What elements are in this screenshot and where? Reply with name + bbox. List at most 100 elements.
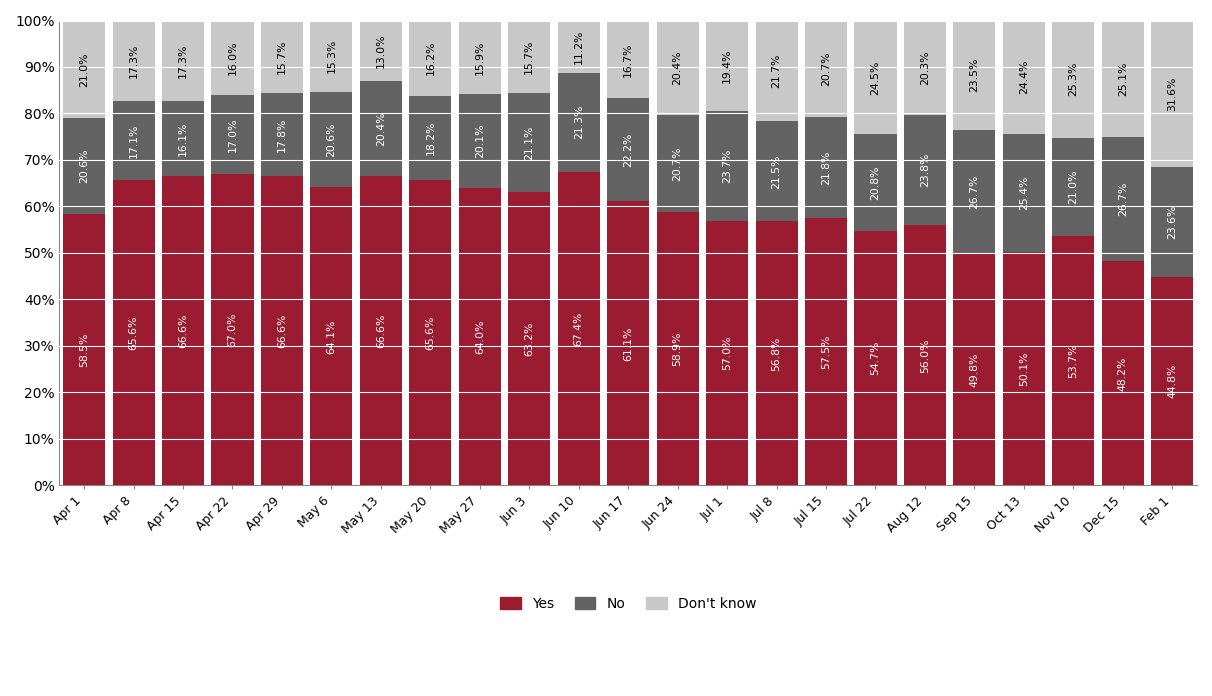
- Text: 20.6%: 20.6%: [326, 122, 337, 157]
- Text: 19.4%: 19.4%: [722, 48, 732, 83]
- Bar: [1151, 277, 1194, 485]
- Text: 53.7%: 53.7%: [1068, 343, 1079, 378]
- Text: 21.7%: 21.7%: [772, 54, 782, 88]
- Bar: [63, 214, 105, 485]
- Bar: [954, 20, 995, 129]
- Text: 31.6%: 31.6%: [1167, 77, 1177, 111]
- Bar: [162, 176, 204, 485]
- Text: 48.2%: 48.2%: [1117, 356, 1128, 390]
- Bar: [904, 115, 947, 226]
- Bar: [63, 20, 105, 118]
- Bar: [459, 188, 501, 485]
- Bar: [211, 20, 253, 95]
- Text: 15.9%: 15.9%: [475, 40, 485, 74]
- Text: 17.0%: 17.0%: [228, 117, 238, 152]
- Bar: [1151, 168, 1194, 277]
- Text: 11.2%: 11.2%: [573, 29, 584, 64]
- Text: 25.1%: 25.1%: [1117, 62, 1128, 96]
- Bar: [1052, 236, 1094, 485]
- Bar: [1002, 134, 1045, 252]
- Bar: [410, 96, 451, 180]
- Text: 23.5%: 23.5%: [970, 58, 979, 93]
- Text: 20.4%: 20.4%: [673, 51, 682, 85]
- Text: 26.7%: 26.7%: [970, 175, 979, 209]
- Bar: [310, 187, 353, 485]
- Bar: [854, 20, 897, 134]
- Bar: [162, 20, 204, 101]
- Text: 67.4%: 67.4%: [573, 311, 584, 346]
- Bar: [805, 20, 847, 117]
- Text: 21.5%: 21.5%: [772, 155, 782, 189]
- Text: 64.1%: 64.1%: [326, 319, 337, 354]
- Text: 64.0%: 64.0%: [475, 319, 485, 354]
- Bar: [707, 221, 748, 485]
- Bar: [854, 231, 897, 485]
- Text: 58.5%: 58.5%: [79, 333, 90, 367]
- Text: 66.6%: 66.6%: [278, 314, 287, 348]
- Bar: [755, 221, 797, 485]
- Text: 15.7%: 15.7%: [278, 40, 287, 74]
- Bar: [360, 176, 402, 485]
- Bar: [1102, 20, 1144, 137]
- Text: 26.7%: 26.7%: [1117, 182, 1128, 216]
- Text: 65.6%: 65.6%: [425, 316, 435, 350]
- Text: 20.4%: 20.4%: [376, 111, 385, 145]
- Bar: [410, 180, 451, 485]
- Bar: [459, 20, 501, 95]
- Text: 17.3%: 17.3%: [128, 44, 138, 78]
- Text: 24.5%: 24.5%: [870, 61, 880, 95]
- Text: 49.8%: 49.8%: [970, 352, 979, 387]
- Bar: [755, 121, 797, 221]
- Bar: [1151, 20, 1194, 168]
- Text: 17.8%: 17.8%: [278, 118, 287, 152]
- Text: 54.7%: 54.7%: [870, 341, 880, 375]
- Bar: [904, 226, 947, 485]
- Text: 17.1%: 17.1%: [128, 123, 138, 158]
- Bar: [657, 212, 698, 485]
- Bar: [63, 118, 105, 214]
- Text: 20.3%: 20.3%: [920, 50, 930, 85]
- Text: 18.2%: 18.2%: [425, 121, 435, 155]
- Bar: [211, 95, 253, 174]
- Bar: [162, 101, 204, 176]
- Text: 20.7%: 20.7%: [673, 146, 682, 181]
- Bar: [558, 172, 600, 485]
- Bar: [1002, 252, 1045, 485]
- Text: 13.0%: 13.0%: [376, 33, 385, 68]
- Bar: [310, 20, 353, 92]
- Text: 22.2%: 22.2%: [623, 132, 633, 167]
- Text: 25.3%: 25.3%: [1068, 62, 1079, 97]
- Bar: [805, 218, 847, 485]
- Bar: [508, 191, 550, 485]
- Bar: [360, 81, 402, 176]
- Bar: [261, 20, 303, 93]
- Bar: [558, 72, 600, 172]
- Text: 16.7%: 16.7%: [623, 42, 633, 77]
- Text: 63.2%: 63.2%: [525, 322, 534, 356]
- Bar: [508, 93, 550, 191]
- Text: 56.8%: 56.8%: [772, 336, 782, 370]
- Text: 21.3%: 21.3%: [573, 105, 584, 139]
- Bar: [607, 98, 650, 201]
- Bar: [1052, 138, 1094, 236]
- Bar: [707, 111, 748, 221]
- Bar: [1052, 20, 1094, 138]
- Text: 23.6%: 23.6%: [1167, 205, 1177, 239]
- Text: 20.7%: 20.7%: [821, 52, 831, 86]
- Text: 57.5%: 57.5%: [821, 335, 831, 369]
- Bar: [607, 201, 650, 485]
- Bar: [607, 20, 650, 98]
- Bar: [508, 20, 550, 93]
- Text: 15.7%: 15.7%: [525, 40, 534, 74]
- Bar: [954, 129, 995, 254]
- Bar: [755, 20, 797, 121]
- Text: 66.6%: 66.6%: [178, 313, 188, 348]
- Text: 56.0%: 56.0%: [920, 338, 930, 372]
- Text: 23.8%: 23.8%: [920, 153, 930, 187]
- Bar: [113, 101, 155, 180]
- Text: 16.0%: 16.0%: [228, 40, 238, 75]
- Text: 24.4%: 24.4%: [1019, 60, 1029, 95]
- Text: 44.8%: 44.8%: [1167, 364, 1177, 398]
- Bar: [1002, 20, 1045, 134]
- Bar: [410, 20, 451, 96]
